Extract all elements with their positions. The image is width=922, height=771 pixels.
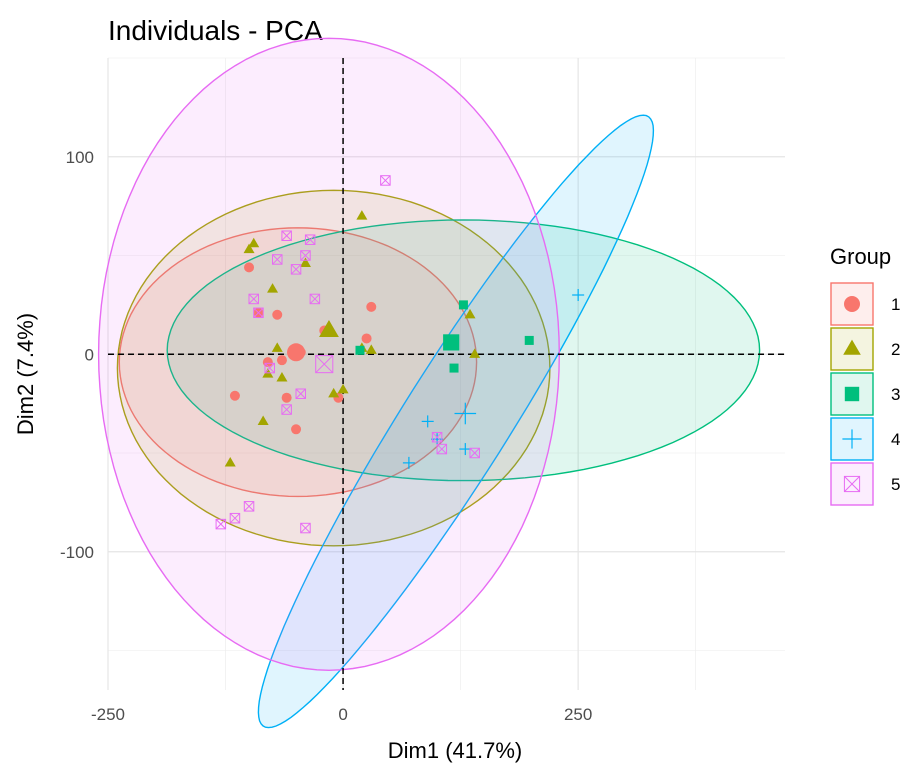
centroid-group-2: [319, 319, 339, 338]
point-group-1: [229, 390, 240, 401]
point-group-2: [464, 308, 476, 319]
centroid-group-3: [443, 334, 460, 351]
legend-label: 5: [891, 475, 900, 494]
point-group-5: [281, 404, 292, 415]
centroid-group-5: [315, 355, 334, 374]
point-group-2: [267, 283, 279, 293]
legend-title: Group: [830, 244, 891, 269]
point-group-1: [244, 262, 255, 273]
x-tick-label: 250: [564, 705, 592, 724]
point-group-1: [272, 309, 283, 320]
point-group-2: [337, 383, 349, 394]
point-group-1: [276, 355, 287, 366]
point-group-2: [248, 237, 260, 248]
point-group-4: [459, 443, 472, 456]
x-tick-label: -250: [91, 705, 125, 724]
point-group-2: [469, 348, 481, 358]
ellipse-group-1: [118, 227, 478, 498]
point-group-3: [355, 345, 365, 355]
point-group-5: [380, 175, 391, 186]
point-group-5: [436, 443, 448, 455]
point-group-2: [365, 344, 377, 354]
ellipse-group-2: [116, 189, 551, 547]
point-group-3: [449, 363, 459, 373]
point-group-3: [458, 300, 468, 310]
legend-marker: [843, 475, 861, 493]
point-group-2: [356, 210, 368, 220]
y-axis-ticks: -100 0 100: [60, 148, 94, 562]
legend-marker: [843, 339, 861, 355]
ellipse-group-3: [166, 219, 761, 482]
legend-item-group-1: 1: [830, 282, 900, 326]
centroid-group-1: [287, 343, 306, 362]
y-tick-label: -100: [60, 543, 94, 562]
legend-item-group-3: 3: [830, 372, 900, 416]
x-axis-title: Dim1 (41.7%): [388, 738, 522, 763]
point-group-2: [299, 257, 311, 268]
point-group-2: [224, 456, 236, 467]
point-group-2: [257, 415, 269, 426]
legend-label: 1: [891, 295, 900, 314]
y-tick-label: 0: [85, 345, 94, 364]
legend-item-group-5: 5: [830, 462, 900, 506]
point-group-4: [572, 289, 585, 301]
confidence-ellipses: [97, 37, 761, 729]
point-group-5: [304, 234, 316, 245]
point-group-5: [272, 254, 283, 265]
point-group-5: [431, 431, 443, 443]
legend-label: 3: [891, 385, 900, 404]
x-axis-ticks: -250 0 250: [91, 705, 592, 724]
point-group-5: [469, 447, 480, 459]
point-group-5: [229, 512, 241, 524]
point-group-5: [248, 293, 259, 305]
y-axis-title: Dim2 (7.4%): [13, 313, 38, 435]
point-group-5: [281, 230, 292, 241]
legend-marker: [844, 386, 860, 402]
point-group-3: [524, 335, 534, 345]
legend: 1 2 3 4 5: [830, 282, 900, 506]
point-group-5: [300, 250, 311, 261]
legend-marker: [842, 429, 862, 449]
point-group-5: [290, 264, 302, 275]
y-tick-label: 100: [66, 148, 94, 167]
point-group-5: [215, 518, 227, 530]
legend-label: 2: [891, 340, 900, 359]
point-group-1: [281, 392, 292, 403]
point-group-5: [300, 522, 311, 534]
point-group-5: [264, 362, 275, 374]
legend-item-group-4: 4: [830, 417, 900, 461]
point-group-5: [295, 388, 307, 399]
legend-key: [830, 327, 874, 371]
ellipse-group-4: [257, 114, 655, 729]
point-group-4: [431, 433, 444, 446]
x-tick-label: 0: [338, 705, 347, 724]
point-group-5: [253, 307, 264, 319]
point-group-2: [276, 372, 288, 382]
chart-title: Individuals - PCA: [108, 15, 323, 46]
point-group-4: [421, 415, 434, 428]
point-group-5: [243, 501, 255, 512]
point-group-2: [328, 387, 340, 398]
legend-label: 4: [891, 430, 900, 449]
centroid-group-4: [454, 402, 477, 425]
point-group-5: [309, 293, 321, 305]
legend-item-group-2: 2: [830, 327, 900, 371]
point-group-2: [243, 243, 255, 254]
point-group-1: [366, 301, 377, 312]
point-group-1: [291, 424, 302, 435]
point-group-2: [271, 342, 283, 352]
point-group-4: [402, 456, 415, 469]
data-points: [215, 175, 585, 534]
reference-lines: [108, 58, 785, 690]
legend-marker: [844, 296, 860, 312]
point-group-1: [361, 333, 372, 344]
